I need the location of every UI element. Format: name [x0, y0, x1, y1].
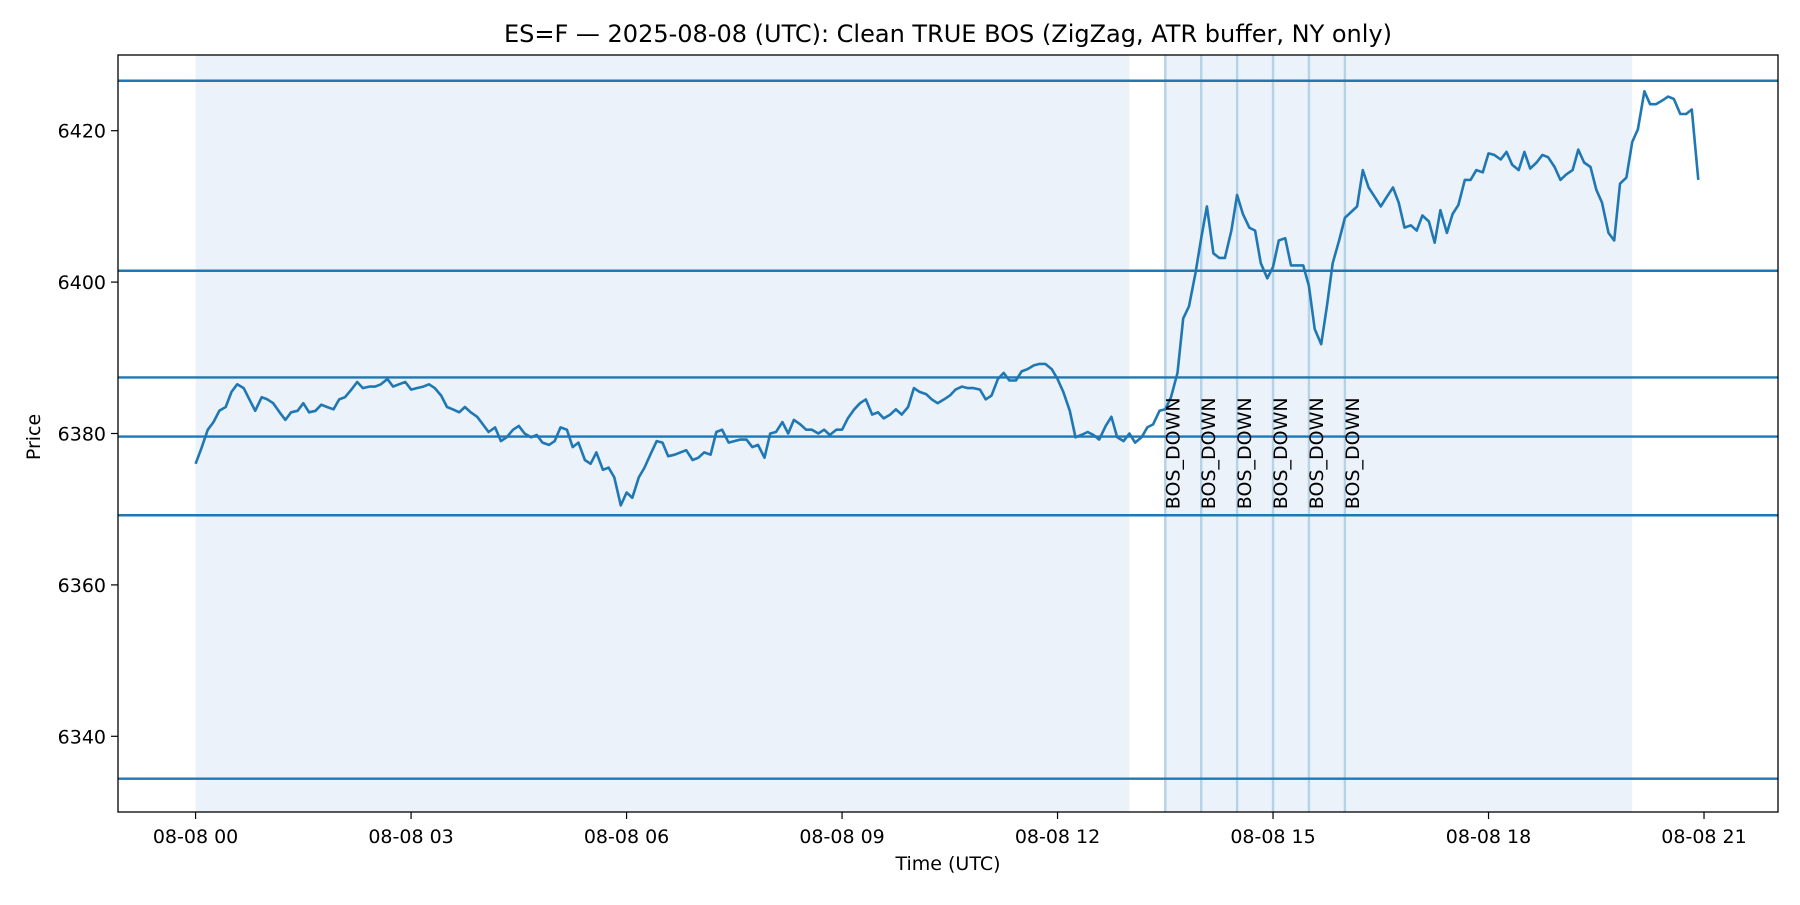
bos-event-lines — [1164, 55, 1347, 812]
plot-area: BOS_DOWN BOS_DOWN BOS_DOWN BOS_DOWN BOS_DOWN… — [58, 54, 1779, 848]
y-axis-ticks: 6340 6360 6380 6400 6420 — [58, 121, 118, 748]
chart-title: ES=F — 2025-08-08 (UTC): Clean TRUE BOS … — [504, 20, 1392, 48]
x-tick-label: 08-08 15 — [1230, 826, 1315, 848]
x-tick-label: 08-08 03 — [368, 826, 453, 848]
bos-event-label: BOS_DOWN — [1306, 397, 1328, 509]
bos-event-labels: BOS_DOWN BOS_DOWN BOS_DOWN BOS_DOWN BOS_DOWN… — [1162, 397, 1364, 509]
y-tick-label: 6360 — [58, 575, 106, 597]
x-tick-label: 08-08 18 — [1446, 826, 1531, 848]
bos-event-label: BOS_DOWN — [1234, 397, 1256, 509]
bos-event-label: BOS_DOWN — [1270, 397, 1292, 509]
session-shade-band — [195, 55, 1130, 812]
price-series-line — [194, 90, 1700, 507]
x-tick-label: 08-08 12 — [1015, 826, 1100, 848]
session-shade-band — [1165, 55, 1633, 812]
y-tick-label: 6380 — [58, 424, 106, 446]
x-axis-ticks: 08-08 00 08-08 03 08-08 06 08-08 09 08-08 12… — [153, 812, 1747, 848]
bos-event-label: BOS_DOWN — [1162, 397, 1184, 509]
y-axis-label: Price — [23, 414, 45, 460]
x-axis-label: Time (UTC) — [894, 853, 1000, 875]
x-tick-label: 08-08 21 — [1661, 826, 1746, 848]
y-tick-label: 6420 — [58, 121, 106, 143]
y-tick-label: 6400 — [58, 272, 106, 294]
y-tick-label: 6340 — [58, 726, 106, 748]
horizontal-levels — [118, 79, 1778, 780]
bos-event-label: BOS_DOWN — [1198, 397, 1220, 509]
x-tick-label: 08-08 00 — [153, 826, 238, 848]
session-shading — [195, 55, 1633, 812]
x-tick-label: 08-08 09 — [799, 826, 884, 848]
bos-event-label: BOS_DOWN — [1342, 397, 1364, 509]
x-tick-label: 08-08 06 — [584, 826, 669, 848]
